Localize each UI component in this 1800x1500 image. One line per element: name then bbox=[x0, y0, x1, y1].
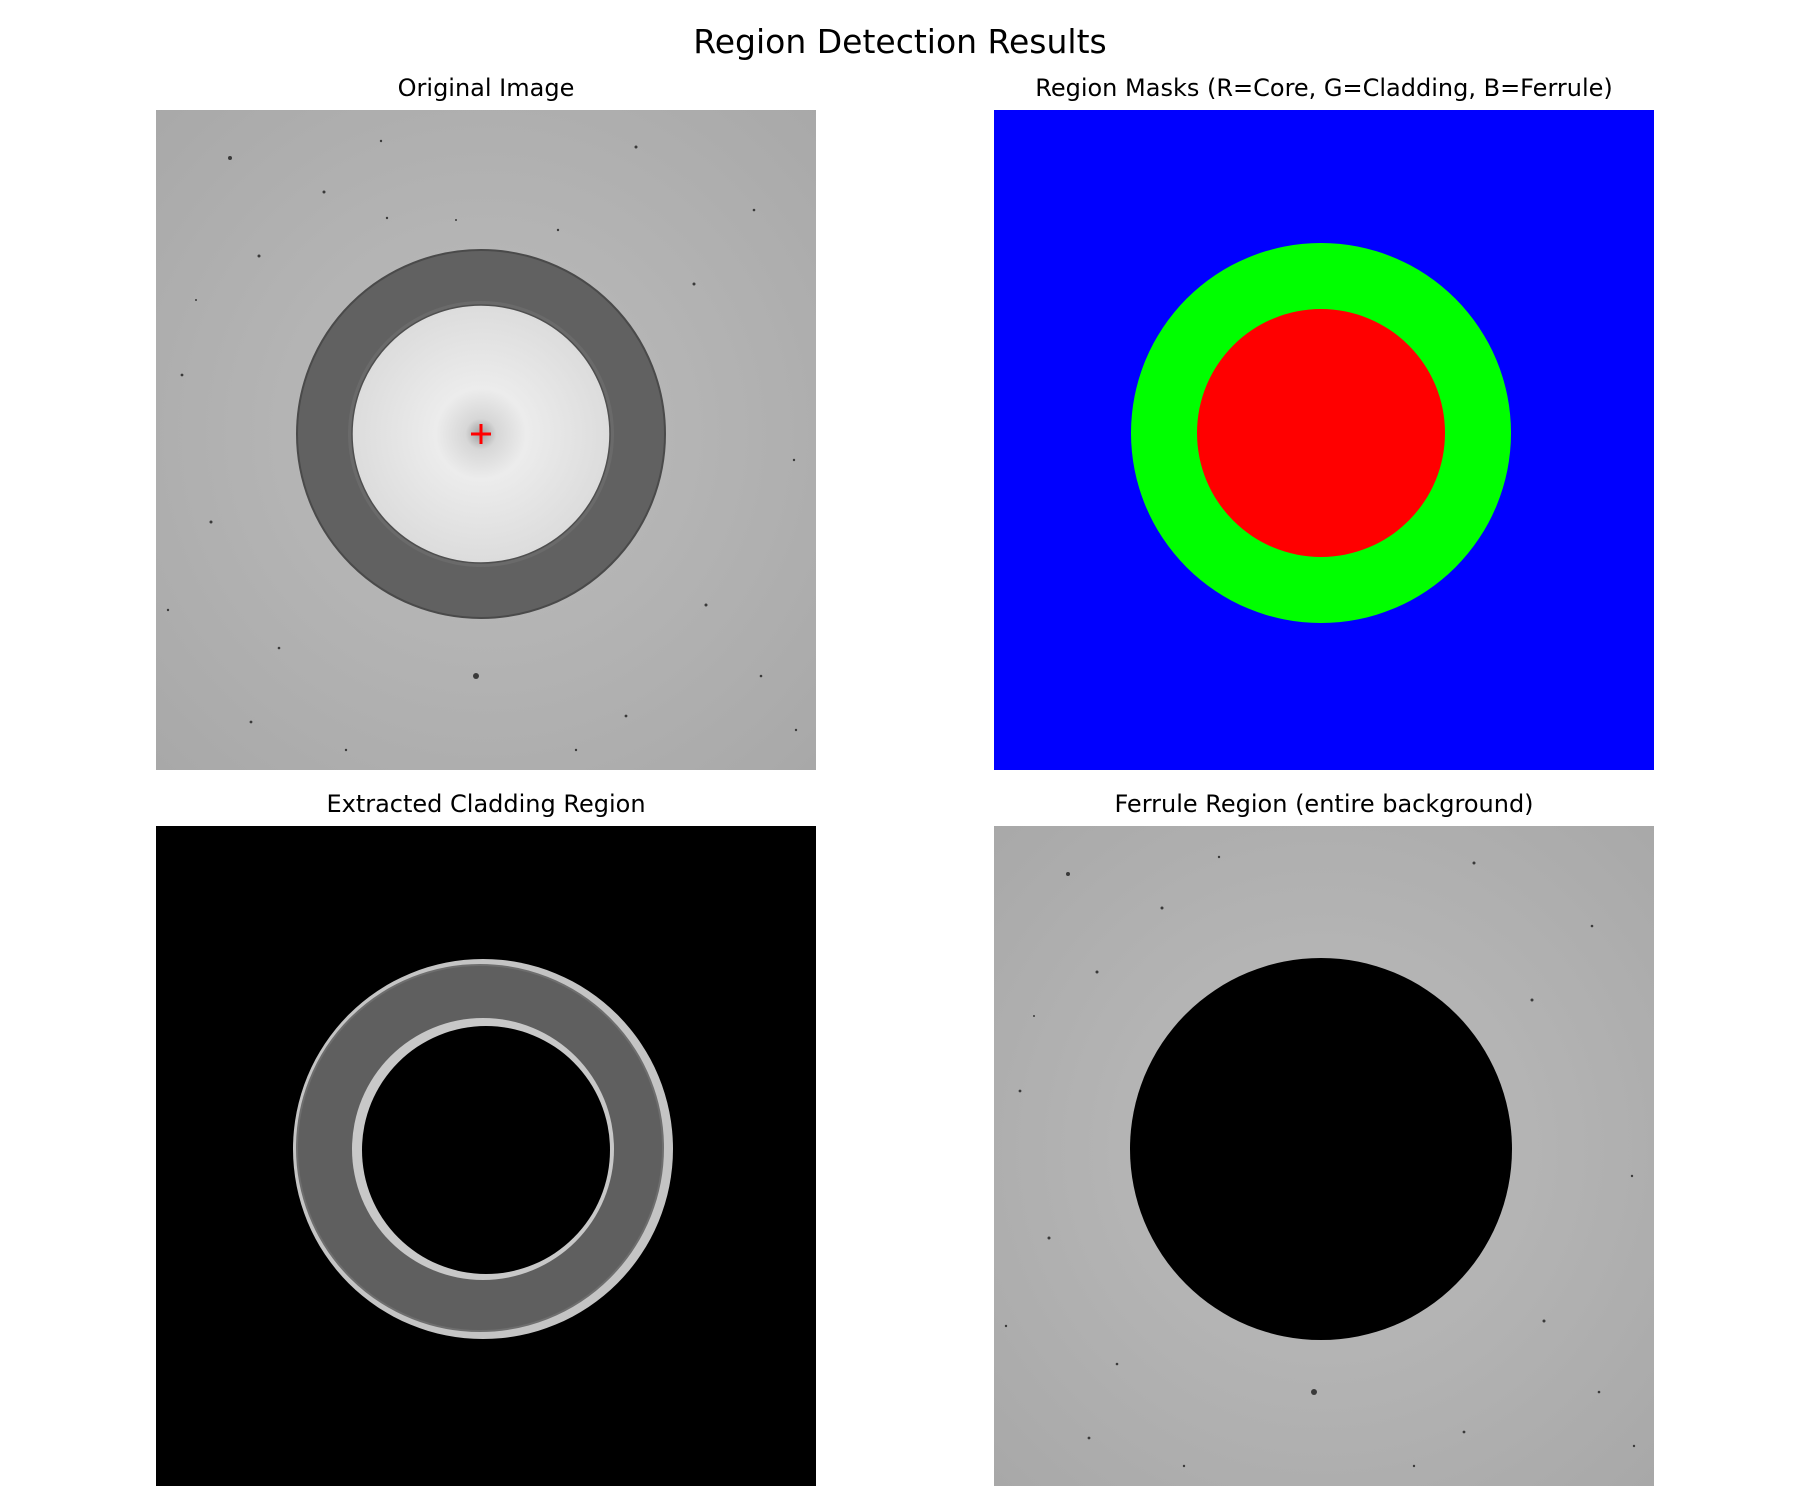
center-cross-marker bbox=[471, 424, 491, 444]
extracted-cladding-image bbox=[156, 826, 816, 1486]
dust-specks bbox=[166, 139, 798, 752]
dust-specks bbox=[1004, 855, 1636, 1468]
figure-title: Region Detection Results bbox=[693, 22, 1107, 61]
ferrule-region-image bbox=[994, 826, 1654, 1486]
panel-region-masks: Region Masks (R=Core, G=Cladding, B=Ferr… bbox=[994, 70, 1654, 770]
panel-title-cladding: Extracted Cladding Region bbox=[326, 790, 646, 818]
panel-ferrule-region: Ferrule Region (entire background) bbox=[994, 786, 1654, 1486]
masked-fiber-disk bbox=[1130, 958, 1512, 1340]
panel-original-image: Original Image bbox=[156, 70, 816, 770]
panel-title-original: Original Image bbox=[397, 74, 575, 102]
panel-title-ferrule: Ferrule Region (entire background) bbox=[1114, 790, 1534, 818]
panel-extracted-cladding: Extracted Cladding Region bbox=[156, 786, 816, 1486]
original-image bbox=[156, 110, 816, 770]
masked-core bbox=[362, 1026, 610, 1274]
region-masks-image bbox=[994, 110, 1654, 770]
panel-title-masks: Region Masks (R=Core, G=Cladding, B=Ferr… bbox=[1035, 74, 1613, 102]
core-mask bbox=[1197, 309, 1445, 557]
